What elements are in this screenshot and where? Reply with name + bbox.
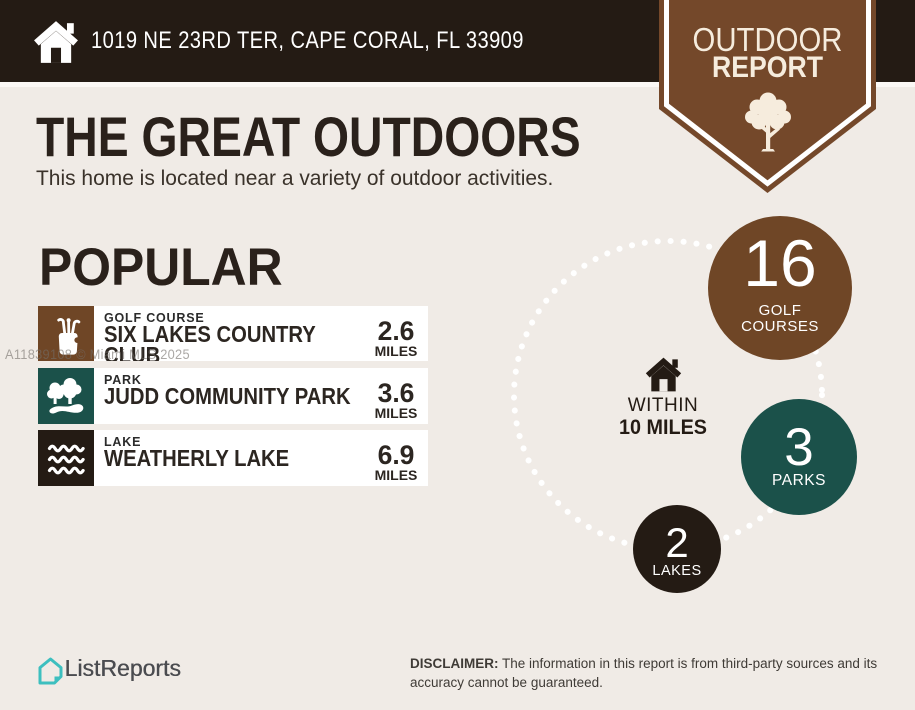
svg-text:REPORT: REPORT (712, 51, 823, 84)
svg-text:OUTDOOR: OUTDOOR (693, 21, 843, 58)
